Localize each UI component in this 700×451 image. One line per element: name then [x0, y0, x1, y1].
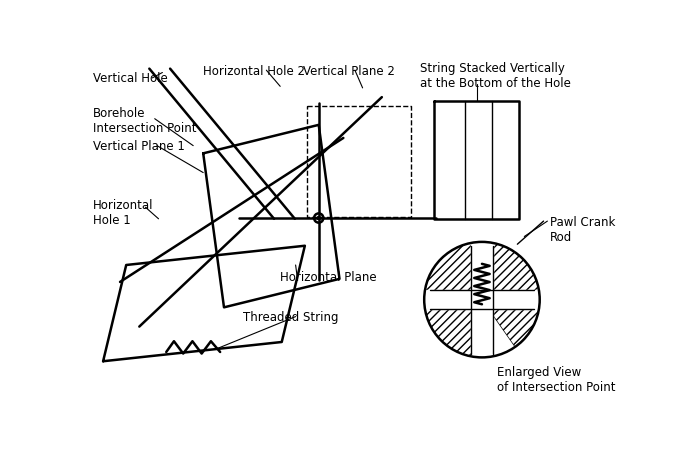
Text: Enlarged View
of Intersection Point: Enlarged View of Intersection Point: [497, 365, 616, 393]
Text: Horizontal Plane: Horizontal Plane: [280, 271, 377, 283]
Text: Horizontal Hole 2: Horizontal Hole 2: [203, 64, 305, 78]
Text: Vertical Plane 1: Vertical Plane 1: [93, 140, 185, 153]
Text: Pawl Crank
Rod: Pawl Crank Rod: [550, 216, 615, 244]
Text: Borehole
Intersection Point: Borehole Intersection Point: [93, 106, 197, 134]
Text: Vertical Plane 2: Vertical Plane 2: [303, 64, 396, 78]
Text: Threaded String: Threaded String: [244, 310, 339, 323]
Text: Horizontal
Hole 1: Horizontal Hole 1: [93, 198, 153, 226]
Circle shape: [424, 242, 540, 358]
Circle shape: [317, 217, 321, 220]
Bar: [424, 291, 540, 309]
Bar: [471, 242, 493, 358]
Text: String Stacked Vertically
at the Bottom of the Hole: String Stacked Vertically at the Bottom …: [420, 62, 571, 90]
Text: Vertical Hole: Vertical Hole: [93, 72, 168, 85]
